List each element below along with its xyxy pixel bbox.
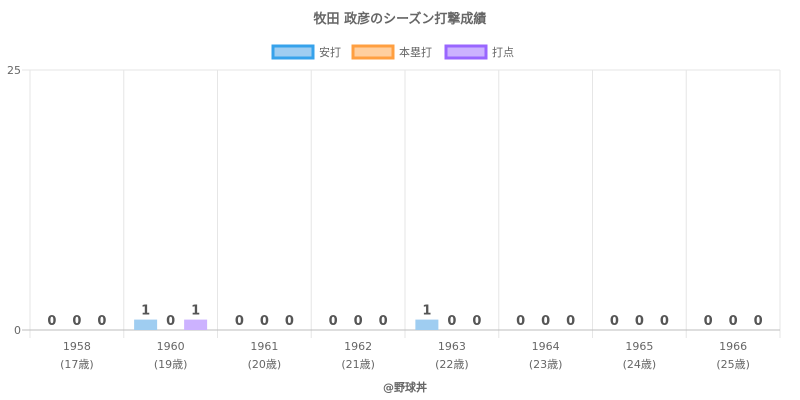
data-label: 0 [660,314,669,329]
chart-title: 牧田 政彦のシーズン打撃成績 [314,11,487,27]
data-label: 0 [97,314,106,329]
data-label: 0 [541,314,550,329]
data-label: 0 [704,314,713,329]
legend-label-2: 本塁打 [399,45,432,59]
data-label: 1 [422,304,431,319]
x-tick-sublabel: (23歳) [529,358,563,371]
x-tick-label: 1958 [63,340,91,353]
x-tick-sublabel: (24歳) [623,358,657,371]
data-label: 0 [447,314,456,329]
bar [184,319,208,330]
x-tick-label: 1963 [438,340,466,353]
data-label: 0 [566,314,575,329]
data-label: 1 [141,304,150,319]
y-tick-label: 25 [7,64,21,77]
legend-swatch-3 [444,44,488,60]
legend-label-1: 安打 [319,45,341,59]
legend-label-3: 打点 [492,45,514,59]
data-labels: 0 0 0 1 0 1 0 0 0 0 0 0 1 0 0 0 0 0 0 0 0 0 0 0 [47,304,762,329]
grid [22,69,781,338]
x-tick-label: 1964 [532,340,560,353]
data-label: 0 [754,314,763,329]
x-tick-sublabel: (17歳) [60,358,94,371]
y-axis: 0 25 [7,64,21,337]
x-tick-label: 1960 [157,340,185,353]
data-label: 0 [516,314,525,329]
x-tick-sublabel: (25歳) [716,358,750,371]
x-tick-sublabel: (20歳) [248,358,282,371]
bar [134,319,158,330]
data-label: 0 [166,314,175,329]
x-tick-label: 1965 [625,340,653,353]
data-label: 0 [729,314,738,329]
data-label: 0 [285,314,294,329]
bar [415,319,439,330]
data-label: 0 [472,314,481,329]
data-label: 0 [260,314,269,329]
credit-text: @野球丼 [383,380,427,394]
legend-swatch-2 [351,44,395,60]
x-tick-sublabel: (21歳) [341,358,375,371]
x-tick-label: 1962 [344,340,372,353]
x-tick-label: 1961 [250,340,278,353]
data-label: 0 [47,314,56,329]
data-label: 1 [191,304,200,319]
data-label: 0 [235,314,244,329]
data-label: 0 [379,314,388,329]
x-tick-label: 1966 [719,340,747,353]
x-axis: 1958 (17歳) 1960 (19歳) 1961 (20歳) 1962 (21歳) 1963… [60,340,750,371]
data-label: 0 [635,314,644,329]
legend: 安打 本塁打 打点 [271,44,514,60]
y-tick-label: 0 [14,324,21,337]
data-label: 0 [72,314,81,329]
x-tick-sublabel: (22歳) [435,358,469,371]
legend-swatch-1 [271,44,315,60]
bars [134,319,439,330]
data-label: 0 [610,314,619,329]
x-tick-sublabel: (19歳) [154,358,188,371]
data-label: 0 [354,314,363,329]
data-label: 0 [329,314,338,329]
